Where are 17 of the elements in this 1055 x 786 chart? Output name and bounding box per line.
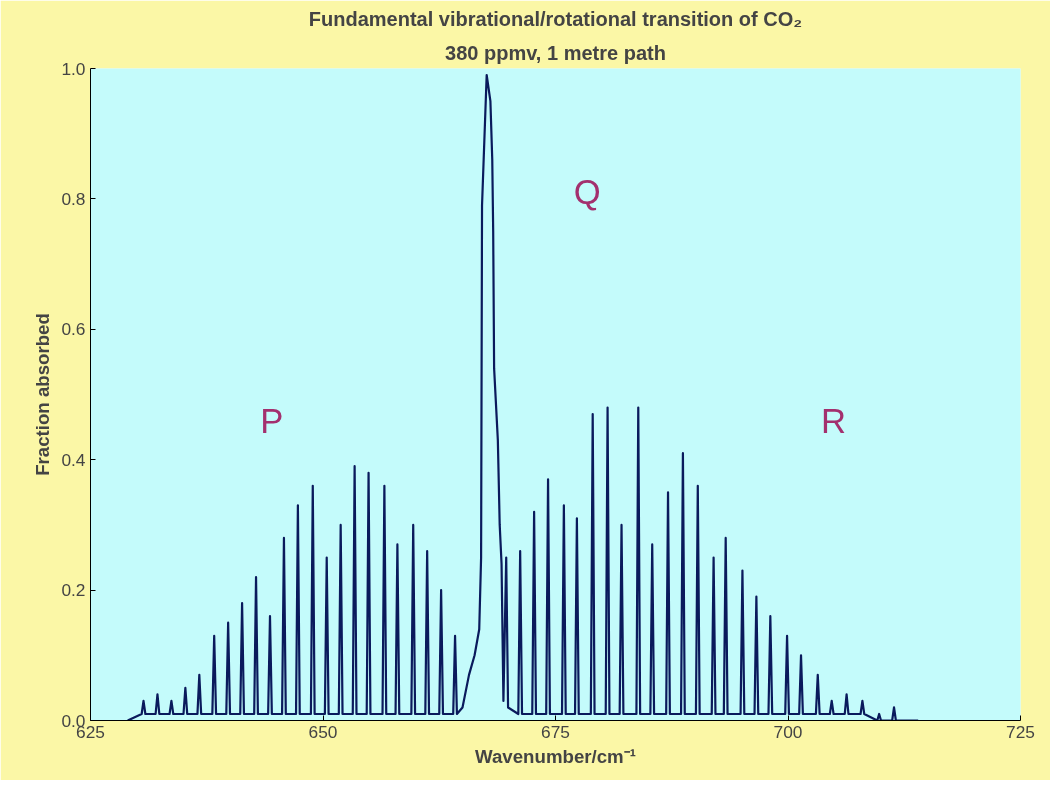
y-tick-label: 0.4 [61, 449, 86, 470]
chart-title: Fundamental vibrational/rotational transition of CO₂ [308, 7, 803, 30]
y-axis-title: Fraction absorbed [32, 313, 54, 476]
y-tick-label: 0.6 [61, 319, 86, 340]
x-tick-label: 650 [308, 721, 338, 742]
line-series [126, 73, 920, 721]
annotation: Q [573, 173, 601, 212]
chart-subtitle: 380 ppmv, 1 metre path [445, 41, 666, 64]
y-tick-label: 0.8 [61, 188, 86, 209]
x-axis-title: Wavenumber/cm⁻¹ [475, 745, 636, 767]
x-tick-label: 700 [773, 721, 803, 742]
x-tick-label: 675 [541, 721, 570, 742]
y-tick-label: 0.2 [61, 580, 86, 601]
annotation: R [821, 401, 847, 440]
annotation: P [260, 401, 284, 440]
x-tick-label: 725 [1006, 721, 1035, 742]
y-tick-label: 1.0 [61, 58, 86, 79]
